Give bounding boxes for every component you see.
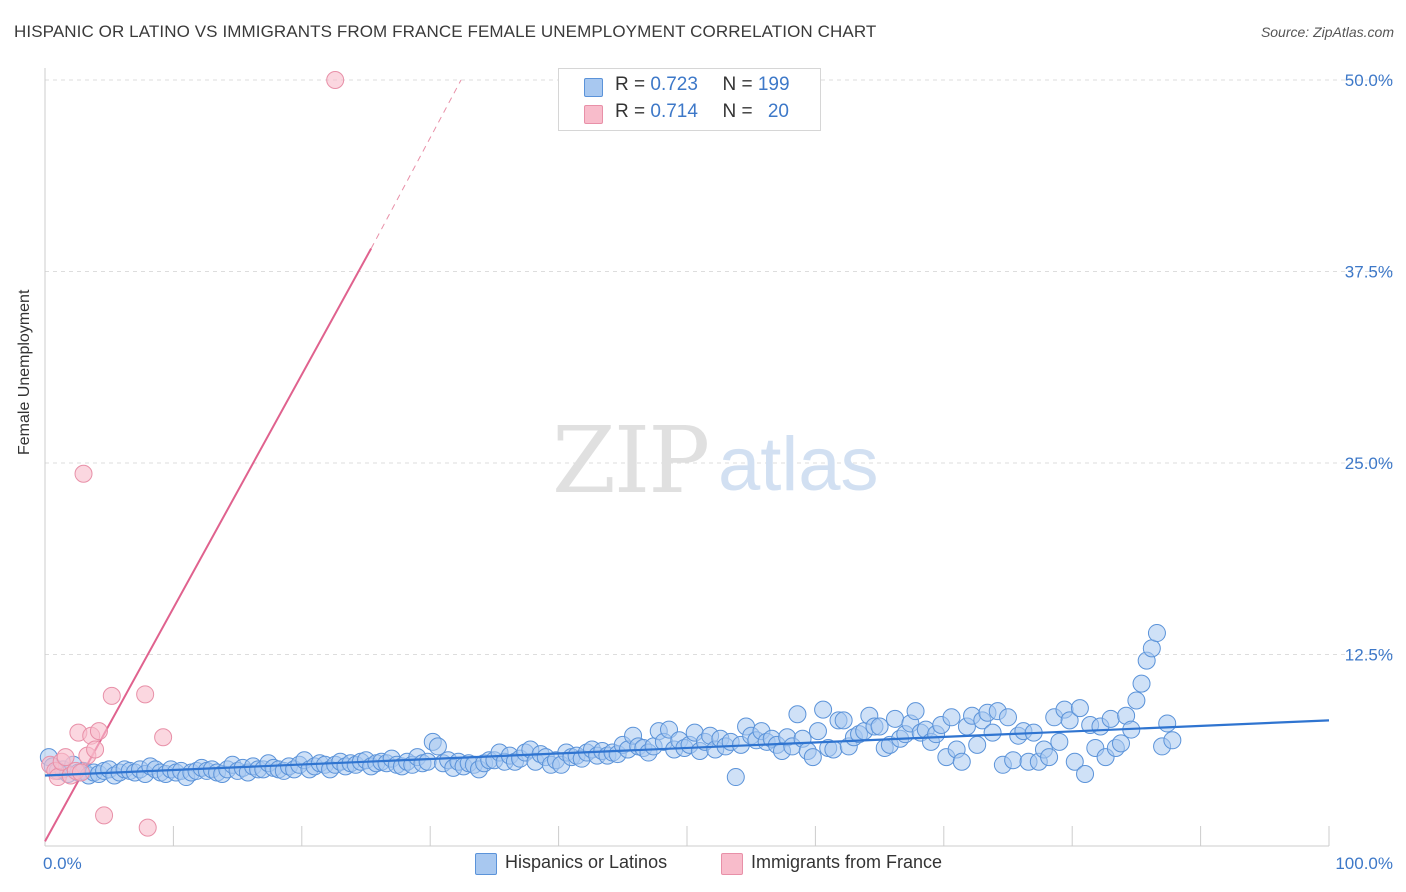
legend-n-label: N =: [722, 74, 758, 95]
hispanic-point: [418, 752, 437, 771]
hispanic-point: [428, 737, 447, 756]
france-point: [136, 685, 155, 704]
hispanic-point: [1065, 752, 1084, 771]
hispanic-point: [1060, 711, 1079, 730]
hispanic-point: [906, 702, 925, 721]
legend-label-france: Immigrants from France: [751, 852, 943, 872]
france-points: [41, 71, 345, 837]
legend-swatch-blue: [584, 78, 603, 97]
hispanic-point: [834, 711, 853, 730]
hispanic-point: [999, 708, 1017, 727]
france-point: [74, 464, 93, 483]
hispanic-point: [1040, 748, 1059, 767]
hispanic-point: [870, 717, 889, 736]
hispanic-point: [1147, 624, 1166, 643]
legend-n-value: 199: [757, 74, 790, 95]
y-tick-label: 50.0%: [1345, 71, 1393, 90]
france-point: [326, 71, 345, 89]
legend-r-value: 0.714: [650, 101, 698, 122]
legend-swatch-pink: [721, 853, 743, 875]
hispanic-point: [1050, 732, 1069, 751]
hispanic-point: [886, 709, 905, 728]
france-point: [154, 728, 173, 747]
france-point: [86, 740, 105, 759]
source-label: Source: ZipAtlas.com: [1260, 24, 1394, 40]
france-point: [56, 748, 75, 767]
hispanic-point: [1070, 699, 1089, 718]
grid-lines: [45, 79, 1396, 655]
y-tick-label: 37.5%: [1345, 263, 1393, 282]
hispanic-point: [1127, 691, 1146, 710]
chart-title: HISPANIC OR LATINO VS IMMIGRANTS FROM FR…: [14, 22, 877, 41]
hispanic-point: [788, 705, 807, 724]
blue-trend-solid: [44, 719, 1330, 777]
legend-label-hispanic: Hispanics or Latinos: [505, 852, 668, 872]
france-point: [95, 806, 114, 825]
hispanic-point: [1111, 734, 1130, 753]
france-point: [71, 763, 90, 782]
hispanic-point: [1163, 731, 1182, 750]
hispanic-point: [983, 723, 1002, 742]
watermark-atlas: atlas: [718, 422, 879, 507]
legend-r-label: R =: [615, 74, 651, 95]
france-point: [102, 686, 121, 705]
france-point: [138, 818, 157, 837]
hispanic-point: [803, 748, 822, 767]
hispanic-point: [726, 768, 745, 787]
watermark: ZIP atlas: [552, 407, 879, 514]
hispanic-point: [1004, 751, 1023, 770]
x-tick-label: 100.0%: [1335, 854, 1393, 873]
hispanic-point: [1158, 714, 1177, 733]
legend-swatch-pink: [584, 105, 603, 124]
hispanic-point: [1142, 639, 1161, 658]
blue-trend-line: [44, 719, 1330, 777]
pink-trend-line: [44, 79, 462, 842]
legend-r-label: R =: [615, 101, 651, 122]
hispanic-point: [952, 752, 971, 771]
watermark-zip: ZIP: [552, 407, 708, 514]
x-tick-label: 0.0%: [43, 854, 82, 873]
legend-n-label: N =: [722, 101, 758, 122]
tick-labels: 12.5% 25.0% 37.5% 50.0% 0.0% 100.0%: [43, 71, 1393, 873]
hispanic-point: [942, 708, 961, 727]
hispanic-point: [814, 700, 833, 719]
y-tick-label: 12.5%: [1345, 646, 1393, 665]
hispanic-point: [1101, 709, 1120, 728]
hispanic-point: [824, 740, 843, 759]
hispanic-point: [808, 722, 827, 741]
legend-n-value: 20: [767, 101, 789, 122]
hispanic-point: [1076, 764, 1095, 783]
axes: [44, 68, 1330, 847]
hispanic-point: [968, 735, 987, 754]
y-tick-label: 25.0%: [1345, 454, 1393, 473]
france-point: [89, 722, 108, 741]
legend-swatch-blue: [475, 853, 497, 875]
hispanic-points: [39, 624, 1182, 787]
pink-trend-dashed: [370, 79, 462, 249]
correlation-legend: R = 0.723 N = 199 R = 0.714 N = 20: [558, 68, 821, 131]
hispanic-point: [1132, 674, 1151, 693]
legend-r-value: 0.723: [650, 74, 698, 95]
